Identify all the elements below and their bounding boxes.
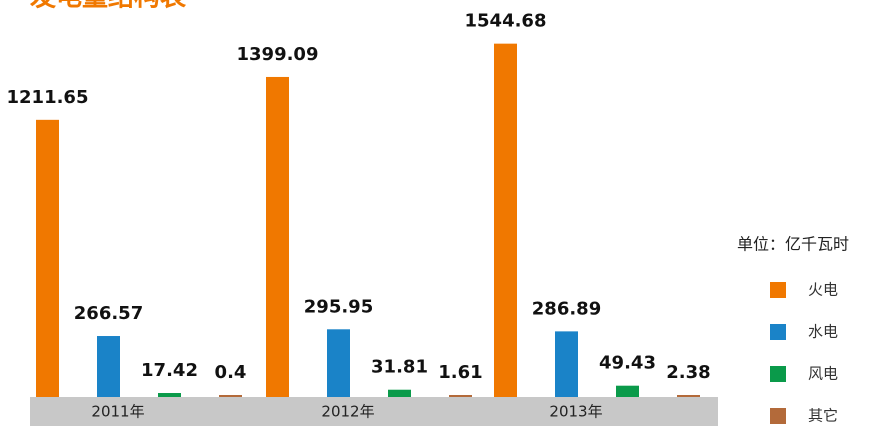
legend-label: 风电 bbox=[808, 365, 838, 383]
bar bbox=[449, 395, 472, 397]
chart-title: 发电量结构表 bbox=[29, 0, 187, 13]
bar bbox=[677, 395, 700, 397]
value-label: 31.81 bbox=[371, 357, 428, 378]
legend-swatch bbox=[770, 282, 786, 298]
bar bbox=[494, 43, 517, 397]
value-label: 0.4 bbox=[215, 362, 247, 383]
legend-label: 其它 bbox=[808, 407, 838, 425]
value-label: 286.89 bbox=[532, 298, 601, 319]
value-label: 295.95 bbox=[304, 296, 373, 317]
legend-label: 火电 bbox=[808, 281, 838, 299]
value-label: 1211.65 bbox=[7, 87, 89, 108]
bar bbox=[158, 393, 181, 397]
unit-label: 单位：亿千瓦时 bbox=[737, 235, 849, 254]
x-tick-label: 2013年 bbox=[549, 403, 602, 421]
bar bbox=[36, 119, 59, 398]
legend-swatch bbox=[770, 366, 786, 382]
bar bbox=[219, 395, 242, 397]
bar bbox=[555, 331, 578, 397]
bar bbox=[388, 389, 411, 397]
bar bbox=[97, 336, 120, 397]
axis-band bbox=[30, 397, 718, 426]
bar bbox=[266, 76, 289, 397]
legend-swatch bbox=[770, 324, 786, 340]
x-tick-label: 2011年 bbox=[91, 403, 144, 421]
value-label: 266.57 bbox=[74, 303, 143, 324]
value-label: 1399.09 bbox=[237, 44, 319, 65]
bar bbox=[327, 329, 350, 397]
legend-swatch bbox=[770, 408, 786, 424]
legend-label: 水电 bbox=[808, 323, 838, 341]
value-label: 1544.68 bbox=[465, 11, 547, 32]
value-label: 2.38 bbox=[666, 362, 710, 383]
value-label: 49.43 bbox=[599, 353, 656, 374]
bar bbox=[616, 385, 639, 397]
value-label: 1.61 bbox=[438, 362, 482, 383]
x-tick-label: 2012年 bbox=[321, 403, 374, 421]
value-label: 17.42 bbox=[141, 360, 198, 381]
